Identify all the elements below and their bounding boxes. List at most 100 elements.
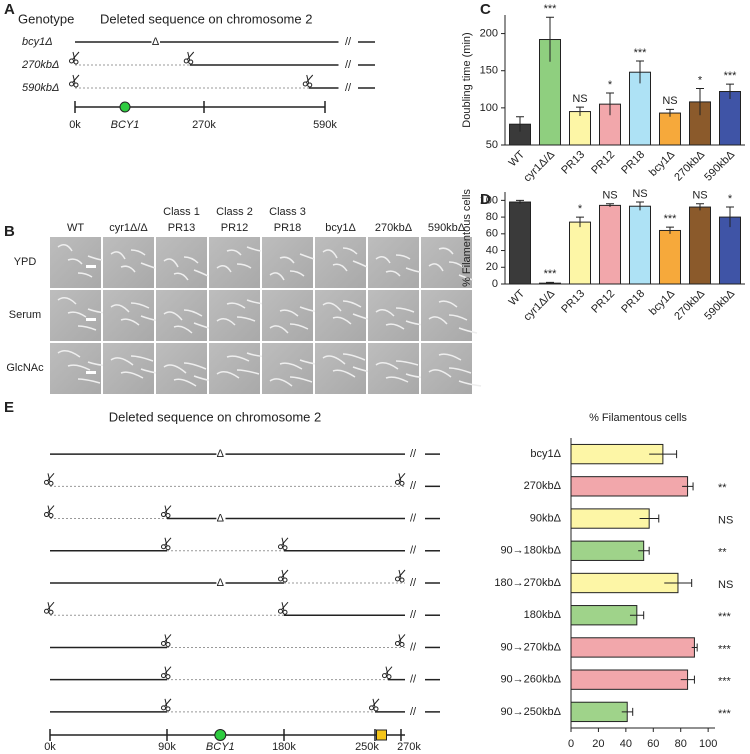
significance-label: * [698,74,703,86]
cell-outline [299,253,315,260]
cell-outline [87,255,103,261]
x-tick-label: 20 [592,738,604,750]
cell-outline [236,263,252,269]
bar [719,91,741,146]
row-label: YPD [14,256,37,268]
axis-label: BCY1 [206,741,235,753]
significance-label: *** [544,3,558,15]
significance-label: *** [634,47,648,59]
cell-outline [438,353,462,361]
header: Deleted sequence on chromosome 2 [109,409,321,424]
scissors-icon [395,633,406,647]
break-mark: // [410,545,417,557]
x-tick-label: 40 [620,738,632,750]
x-tick-label: 270kbΔ [672,287,707,322]
cell-outline [438,247,454,255]
axis-label: 250k [355,741,379,753]
y-tick-label: 200 [480,27,498,39]
break-mark: // [410,448,417,460]
error-bar [576,216,584,228]
scissors-icon [69,74,80,88]
cell-outline [216,318,236,326]
scissors-icon [278,569,289,583]
y-tick-label: 90→260kbΔ [500,674,561,686]
x-tick-label: cyr1Δ/Δ [521,287,557,323]
panel-label: C [480,1,491,18]
micrograph [156,290,207,341]
axis-label: 0k [69,119,81,131]
column-header: PR12 [221,222,249,234]
micrograph [103,290,154,341]
row-label: 270kbΔ [21,59,59,71]
cell-outline [269,325,289,334]
x-tick-label: 100 [699,738,717,750]
cell-outline [226,302,246,309]
cell-outline [352,260,368,268]
cell-outline [428,369,452,378]
significance-label: NS [662,95,677,107]
bar [570,572,679,594]
x-tick-label: PR13 [559,149,587,177]
significance-label: * [578,203,583,215]
break-mark: // [410,577,417,589]
column-header: 590kbΔ [428,222,466,234]
column-class: Class 3 [269,206,306,218]
error-bar [546,16,554,62]
significance-label: NS [632,188,647,200]
row-label: Serum [9,309,41,321]
cell-outline [375,309,395,317]
bar [570,605,638,626]
micrograph [421,237,472,288]
bar [599,204,621,285]
cell-outline [173,272,189,281]
scissors-icon [161,633,172,647]
panel-label: A [4,1,15,18]
micrograph [262,237,313,288]
break-mark: // [345,59,352,71]
cell-outline [110,357,134,366]
y-tick-label: 80 [486,211,498,223]
scissors-icon [395,472,406,486]
error-bar [636,201,644,211]
bar [570,443,664,465]
x-tick-label: PR12 [589,288,617,316]
cell-outline [395,307,415,313]
micrograph [209,237,260,288]
cell-outline [269,272,285,281]
x-tick-label: WT [507,287,528,308]
break-mark: // [410,641,417,653]
error-bar [621,707,634,716]
cell-outline [385,270,401,277]
cell-outline [279,362,303,370]
error-bar [606,203,614,208]
y-axis-label: % Filamentous cells [461,189,473,287]
cell-outline [322,302,342,312]
cell-outline [322,249,338,259]
micrograph [50,343,101,394]
y-tick-label: 90kbΔ [530,512,562,524]
error-bar [629,611,645,620]
axis-label: 270k [192,119,216,131]
x-tick-label: cyr1Δ/Δ [521,148,557,184]
cell-outline [183,362,207,370]
y-tick-label: 150 [480,65,498,77]
x-tick-label: 270kbΔ [672,148,707,183]
error-bar [639,514,660,523]
x-tick-label: 60 [647,738,659,750]
x-tick-label: PR18 [619,149,647,177]
cell-outline [77,378,101,384]
significance-label: *** [718,708,732,720]
scissors-icon [44,505,55,519]
significance-label: * [728,193,733,205]
break-mark: // [410,609,417,621]
axis-label: 0k [44,741,56,753]
axis-label: BCY1 [111,119,140,131]
cell-outline [130,355,154,362]
cell-outline [269,378,293,387]
error-bar [546,281,554,284]
y-tick-label: 100 [480,194,498,206]
y-tick-label: 0 [492,278,498,290]
cell-outline [405,267,421,273]
cell-outline [428,263,444,272]
cell-outline [140,262,156,269]
